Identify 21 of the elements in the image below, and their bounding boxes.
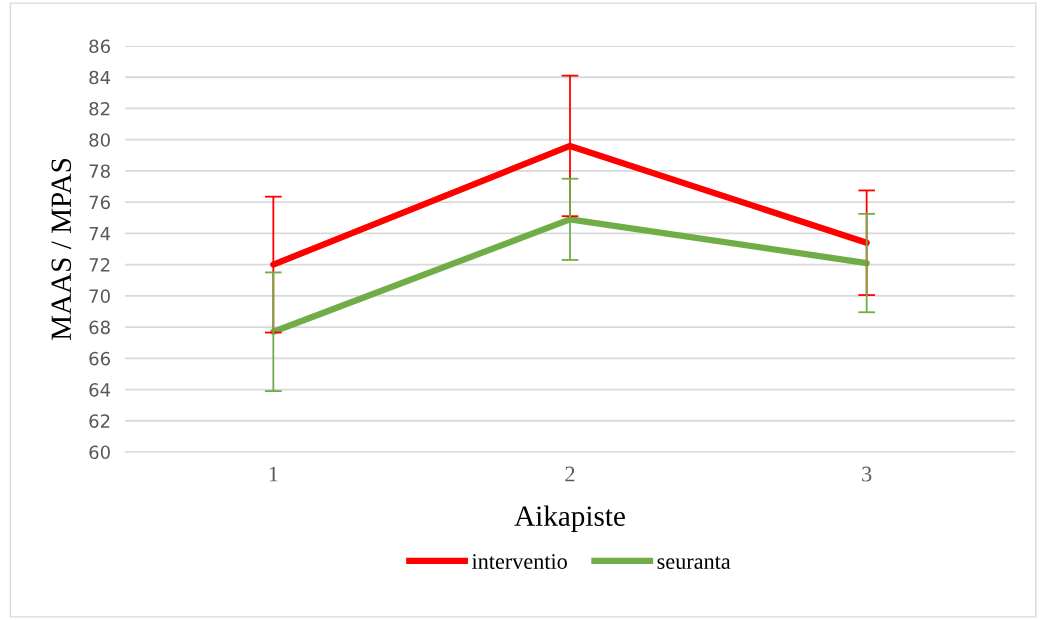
y-tick-label: 82 — [89, 101, 110, 116]
legend-label: interventio — [471, 554, 567, 569]
y-tick-label: 62 — [89, 414, 110, 428]
x-tick-label: 1 — [269, 466, 278, 482]
y-tick-label: 78 — [89, 164, 110, 179]
y-tick-label: 80 — [89, 133, 110, 147]
y-tick-label: 64 — [89, 383, 111, 397]
y-tick-label: 66 — [89, 351, 110, 366]
y-tick-label: 74 — [89, 227, 111, 241]
y-axis-title: MAAS / MPAS — [51, 158, 72, 341]
y-tick-label: 76 — [89, 195, 110, 210]
x-tick-label: 3 — [862, 466, 872, 482]
y-tick-label: 84 — [89, 70, 111, 85]
y-tick-label: 70 — [89, 289, 110, 303]
y-tick-label: 60 — [89, 445, 110, 460]
legend-label: seuranta — [657, 556, 731, 569]
x-axis-title: Aikapiste — [514, 505, 625, 532]
y-tick-label: 86 — [89, 39, 110, 54]
y-tick-label: 68 — [89, 320, 110, 335]
y-tick-label: 72 — [89, 258, 110, 272]
x-tick-label: 2 — [565, 466, 575, 482]
